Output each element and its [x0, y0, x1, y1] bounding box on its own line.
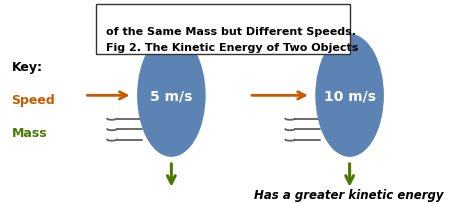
- Text: Key:: Key:: [11, 61, 43, 74]
- Ellipse shape: [315, 35, 384, 157]
- Text: Has a greater kinetic energy: Has a greater kinetic energy: [254, 188, 443, 201]
- Text: Speed: Speed: [11, 94, 55, 107]
- Text: 10 m/s: 10 m/s: [324, 89, 376, 103]
- Text: Mass: Mass: [11, 126, 47, 139]
- Text: Fig 2. The Kinetic Energy of Two Objects: Fig 2. The Kinetic Energy of Two Objects: [106, 43, 359, 53]
- FancyBboxPatch shape: [96, 5, 350, 55]
- Text: of the Same Mass but Different Speeds.: of the Same Mass but Different Speeds.: [106, 27, 356, 37]
- Ellipse shape: [137, 35, 206, 157]
- Text: 5 m/s: 5 m/s: [150, 89, 192, 103]
